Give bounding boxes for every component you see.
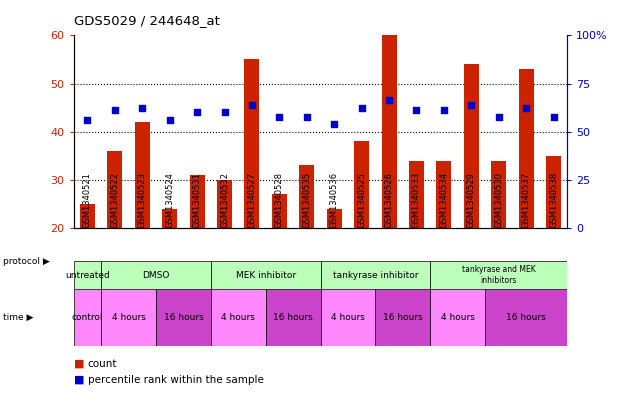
Bar [211, 261, 320, 289]
Bar [156, 289, 211, 346]
Bar [327, 209, 342, 228]
Bar [430, 261, 567, 289]
Point [82, 116, 92, 123]
Point [549, 114, 559, 120]
Bar [211, 289, 265, 346]
Text: GSM1340531: GSM1340531 [192, 172, 202, 228]
Text: GSM1340523: GSM1340523 [138, 172, 147, 228]
Point [137, 105, 147, 111]
Bar [265, 289, 320, 346]
Bar [101, 289, 156, 346]
Text: untreated: untreated [65, 271, 110, 280]
Bar [74, 289, 101, 346]
Bar [430, 289, 485, 346]
Text: GSM1340533: GSM1340533 [412, 172, 421, 228]
Text: GSM1340524: GSM1340524 [165, 172, 174, 228]
Text: GSM1340528: GSM1340528 [275, 172, 284, 228]
Bar [162, 209, 177, 228]
Text: GDS5029 / 244648_at: GDS5029 / 244648_at [74, 15, 220, 28]
Bar [354, 141, 369, 228]
Text: time ▶: time ▶ [3, 313, 33, 322]
Text: GSM1340536: GSM1340536 [329, 172, 338, 228]
Bar [320, 289, 376, 346]
Point [521, 105, 531, 111]
Text: DMSO: DMSO [142, 271, 170, 280]
Text: ■: ■ [74, 358, 84, 369]
Text: MEK inhibitor: MEK inhibitor [236, 271, 296, 280]
Point [165, 116, 175, 123]
Text: tankyrase and MEK
inhibitors: tankyrase and MEK inhibitors [462, 265, 536, 285]
Text: GSM1340527: GSM1340527 [247, 172, 256, 228]
Text: 16 hours: 16 hours [273, 313, 313, 322]
Text: 16 hours: 16 hours [383, 313, 422, 322]
Text: GSM1340538: GSM1340538 [549, 172, 558, 228]
Text: percentile rank within the sample: percentile rank within the sample [88, 375, 263, 385]
Text: GSM1340530: GSM1340530 [494, 172, 503, 228]
Text: protocol ▶: protocol ▶ [3, 257, 50, 266]
Text: GSM1340522: GSM1340522 [110, 172, 119, 228]
Bar [74, 261, 101, 289]
Point [494, 114, 504, 120]
Bar [464, 64, 479, 228]
Text: count: count [88, 358, 117, 369]
Text: 16 hours: 16 hours [163, 313, 203, 322]
Text: GSM1340526: GSM1340526 [385, 172, 394, 228]
Bar [299, 165, 314, 228]
Bar [485, 289, 567, 346]
Bar [217, 180, 232, 228]
Bar [190, 175, 204, 228]
Text: GSM1340535: GSM1340535 [303, 172, 312, 228]
Point [192, 109, 203, 116]
Point [412, 107, 422, 113]
Bar [409, 160, 424, 228]
Text: GSM1340521: GSM1340521 [83, 172, 92, 228]
Point [247, 102, 257, 108]
Bar [381, 35, 397, 228]
Bar [376, 289, 430, 346]
Text: 4 hours: 4 hours [440, 313, 474, 322]
Point [466, 102, 476, 108]
Text: 4 hours: 4 hours [112, 313, 146, 322]
Bar [519, 69, 534, 228]
Point [329, 121, 339, 128]
Point [274, 114, 285, 120]
Point [356, 105, 367, 111]
Point [219, 109, 229, 116]
Bar [101, 261, 211, 289]
Text: 16 hours: 16 hours [506, 313, 546, 322]
Bar [244, 59, 260, 228]
Bar [135, 122, 150, 228]
Text: GSM1340529: GSM1340529 [467, 172, 476, 228]
Point [302, 114, 312, 120]
Bar [320, 261, 430, 289]
Bar [272, 194, 287, 228]
Bar [437, 160, 451, 228]
Point [384, 97, 394, 103]
Bar [80, 204, 95, 228]
Text: tankyrase inhibitor: tankyrase inhibitor [333, 271, 418, 280]
Text: GSM1340532: GSM1340532 [220, 172, 229, 228]
Point [438, 107, 449, 113]
Bar [491, 160, 506, 228]
Text: control: control [72, 313, 103, 322]
Text: GSM1340534: GSM1340534 [439, 172, 449, 228]
Text: ■: ■ [74, 375, 84, 385]
Text: 4 hours: 4 hours [331, 313, 365, 322]
Text: GSM1340537: GSM1340537 [522, 172, 531, 228]
Bar [107, 151, 122, 228]
Text: GSM1340525: GSM1340525 [357, 172, 366, 228]
Bar [546, 156, 561, 228]
Text: 4 hours: 4 hours [221, 313, 255, 322]
Point [110, 107, 120, 113]
